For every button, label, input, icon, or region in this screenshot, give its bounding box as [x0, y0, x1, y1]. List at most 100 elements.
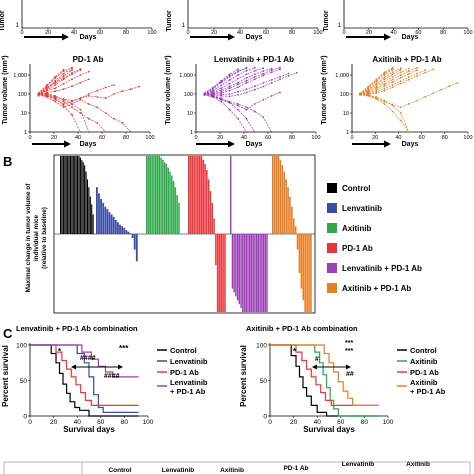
waterfall-bar: [123, 227, 126, 234]
tumor-ytick-label: 100: [340, 92, 349, 98]
tumor-growth-point: [416, 99, 418, 102]
waterfall-bar: [266, 234, 268, 312]
panel-a-top-xtick-label: 60: [415, 30, 421, 36]
waterfall-bar: [112, 216, 115, 234]
panel-a-top-ytick-1-mid: 1: [182, 23, 186, 29]
waterfall-bar: [310, 234, 312, 312]
waterfall-bar: [233, 234, 235, 293]
tumor-growth-point: [279, 76, 281, 78]
tumor-growth-point: [237, 104, 239, 107]
tumor-growth-point: [45, 94, 48, 97]
legend-c-right-pd1-label: PD-1 Ab: [410, 368, 439, 377]
waterfall-bar: [78, 156, 80, 234]
waterfall-bar: [172, 180, 175, 234]
tumor-growth-point: [383, 83, 386, 86]
legend-label-lenvatinib: Lenvatinib: [342, 204, 382, 213]
panel-a-top-xlabel-left: Days: [80, 34, 97, 41]
tumor-growth-curve: [38, 93, 106, 133]
panel-c-ylabel-right: Percent survival: [239, 345, 248, 407]
waterfall-bar: [273, 156, 276, 234]
tumor-growth-point: [79, 81, 82, 84]
treatment-arrowhead-mid: [228, 33, 235, 41]
tumor-growth-point: [270, 79, 273, 81]
panel-b-ylabel-line1: Maximal change in tumor volume of: [25, 183, 32, 293]
tumor-growth-curve: [360, 67, 418, 95]
tumor-growth-point: [287, 75, 290, 77]
waterfall-bar: [287, 187, 289, 234]
waterfall-bar: [85, 171, 87, 234]
panel-b-ylabel-line2: individual mice: [33, 214, 40, 261]
tumor-growth-point: [245, 79, 248, 82]
tumor-xtick-label: 100: [463, 135, 472, 141]
tumor-growth-point: [391, 86, 394, 89]
tumor-growth-point: [253, 73, 256, 76]
survival-ytick-label: 50: [20, 378, 28, 385]
tumor-xtick-label: 20: [51, 135, 57, 141]
tumor-growth-point: [96, 106, 99, 109]
sig-right-star3b: ***: [345, 348, 353, 355]
tumor-growth-point: [211, 88, 214, 91]
tumor-growth-point: [407, 78, 410, 81]
tumor-volume-ylabel-mid: Tumor volume (mm³): [165, 55, 172, 124]
tumor-growth-point: [54, 84, 57, 86]
tumor-growth-point: [220, 91, 223, 93]
legend-c-left-combo-label1: Lenvatinib: [170, 378, 208, 387]
survival-xtick-label: 40: [74, 419, 82, 426]
waterfall-bar: [81, 159, 83, 234]
tumor-growth-point: [375, 84, 378, 86]
sig-left-star: *: [58, 347, 62, 356]
tumor-growth-point: [375, 78, 378, 81]
tumor-growth-point: [416, 66, 418, 69]
waterfall-bar: [178, 202, 180, 234]
tumor-growth-point: [245, 73, 248, 76]
tumor-growth-point: [237, 77, 239, 80]
tumor-growth-point: [138, 85, 141, 88]
panel-a-top-xtick-label: 40: [237, 30, 243, 36]
waterfall-bar: [302, 234, 305, 301]
tumor-growth-curve: [204, 68, 272, 95]
survival-curve-axitinib: [270, 344, 379, 417]
tumor-growth-point: [62, 103, 65, 105]
tumor-growth-curve: [204, 68, 281, 96]
tumor-growth-point: [245, 91, 248, 94]
tumor-xtick-label: 40: [75, 135, 81, 141]
tumor-growth-curve: [204, 67, 281, 95]
tumor-growth-curve: [204, 94, 247, 133]
tumor-xtick-label: 40: [241, 135, 247, 141]
tumor-xtick-label: 60: [419, 135, 425, 141]
tumor-growth-point: [54, 87, 57, 90]
tumor-growth-point: [45, 96, 48, 98]
panel-a-title-pd1: PD-1 Ab: [73, 55, 104, 64]
survival-xtick-label: 100: [143, 419, 154, 426]
panel-a-top-xticks-mid: 0 20 40 60 80 100: [186, 28, 323, 36]
survival-ytick-label: 50: [260, 378, 268, 385]
tumor-growth-plot-axi-pd1: 1,000 100 10 10 20 40 60 80 100: [335, 64, 473, 141]
waterfall-bar: [292, 218, 295, 234]
survival-ytick-label: 100: [16, 343, 27, 350]
tumor-growth-point: [79, 97, 82, 100]
tumor-growth-curve: [204, 92, 281, 111]
tumor-growth-curve: [204, 93, 272, 133]
tumor-growth-point: [228, 82, 231, 85]
survival-ytick-label: 100: [256, 343, 267, 350]
panel-a-top-ylabel-right: Tumor: [323, 10, 330, 32]
waterfall-bar: [61, 156, 63, 234]
waterfall-bar: [125, 230, 128, 234]
tumor-growth-curve: [204, 67, 247, 95]
tumor-growth-point: [407, 70, 410, 73]
sig-left-arrowhead-l: [71, 364, 76, 370]
waterfall-bar: [197, 156, 199, 234]
panel-a-top-xtick-label: 20: [45, 30, 51, 36]
tumor-growth-point: [262, 67, 265, 70]
panel-a-top-xtick-label: 0: [342, 30, 345, 36]
waterfall-bar: [231, 234, 234, 289]
tumor-growth-point: [237, 83, 239, 86]
tumor-growth-point: [113, 117, 115, 120]
tumor-growth-point: [245, 106, 248, 109]
tumor-growth-point: [121, 122, 124, 124]
waterfall-bar: [158, 156, 161, 234]
legend-c-right-combo-label2: + PD-1 Ab: [410, 387, 446, 396]
legend-swatch-axi-pd1: [327, 283, 337, 293]
tumor-growth-point: [79, 108, 82, 111]
waterfall-bar: [198, 156, 201, 234]
